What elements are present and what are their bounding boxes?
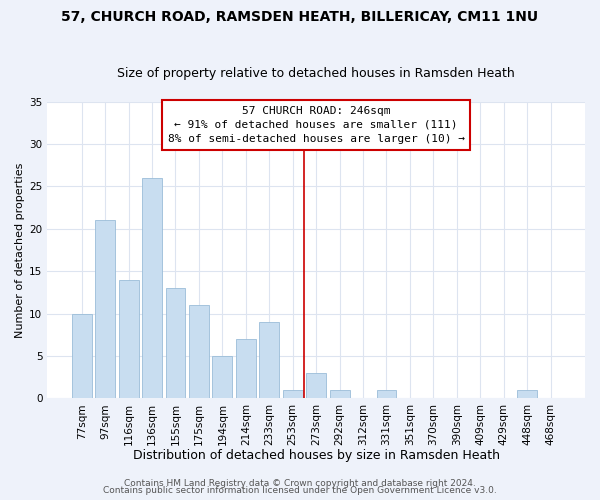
Text: Contains public sector information licensed under the Open Government Licence v3: Contains public sector information licen…: [103, 486, 497, 495]
Text: 57, CHURCH ROAD, RAMSDEN HEATH, BILLERICAY, CM11 1NU: 57, CHURCH ROAD, RAMSDEN HEATH, BILLERIC…: [61, 10, 539, 24]
Bar: [212, 356, 232, 399]
Bar: [236, 339, 256, 398]
Bar: [119, 280, 139, 398]
Bar: [72, 314, 92, 398]
Bar: [259, 322, 279, 398]
Bar: [329, 390, 350, 398]
Bar: [517, 390, 537, 398]
Text: Contains HM Land Registry data © Crown copyright and database right 2024.: Contains HM Land Registry data © Crown c…: [124, 478, 476, 488]
X-axis label: Distribution of detached houses by size in Ramsden Heath: Distribution of detached houses by size …: [133, 450, 500, 462]
Bar: [166, 288, 185, 399]
Y-axis label: Number of detached properties: Number of detached properties: [15, 162, 25, 338]
Bar: [142, 178, 162, 398]
Bar: [306, 373, 326, 398]
Bar: [377, 390, 397, 398]
Bar: [283, 390, 302, 398]
Bar: [95, 220, 115, 398]
Bar: [189, 305, 209, 398]
Title: Size of property relative to detached houses in Ramsden Heath: Size of property relative to detached ho…: [117, 66, 515, 80]
Text: 57 CHURCH ROAD: 246sqm
← 91% of detached houses are smaller (111)
8% of semi-det: 57 CHURCH ROAD: 246sqm ← 91% of detached…: [167, 106, 464, 144]
